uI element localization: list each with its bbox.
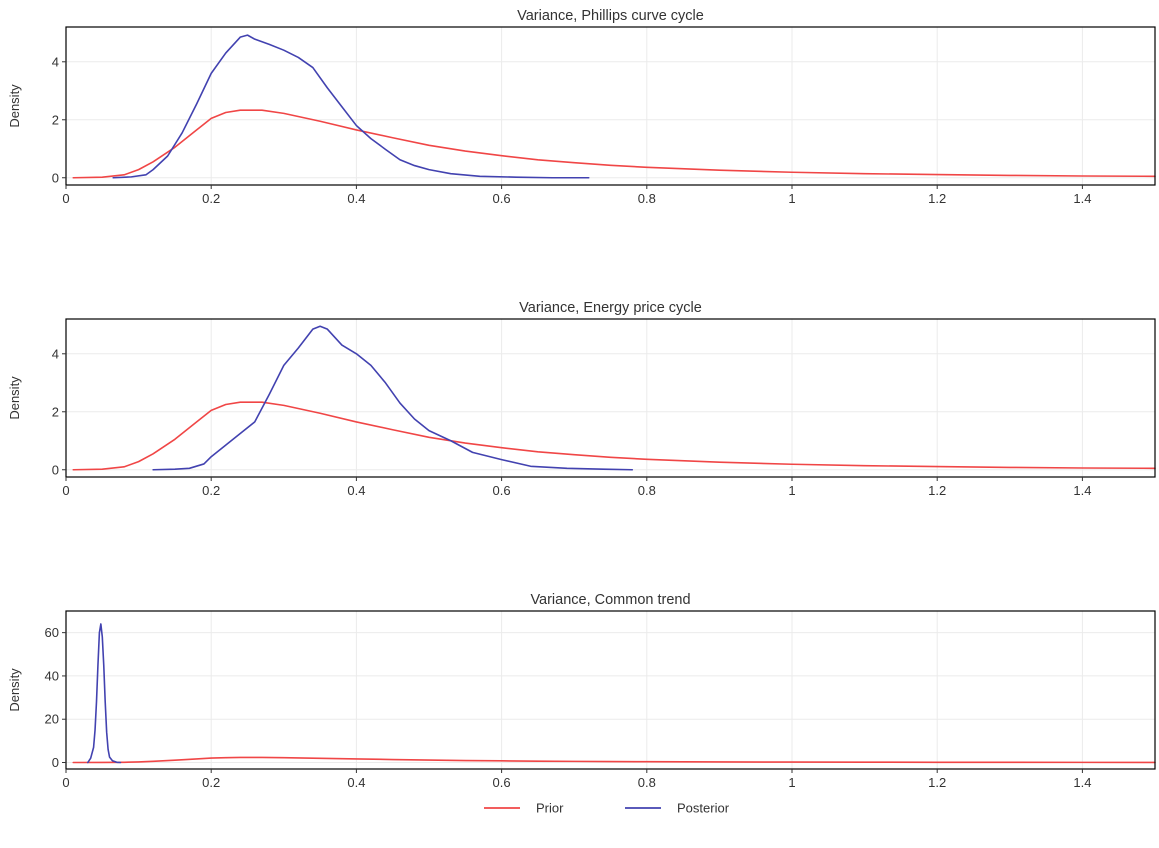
y-tick-label: 20 <box>45 712 59 727</box>
y-tick-label: 4 <box>52 54 59 69</box>
y-tick-label: 0 <box>52 462 59 477</box>
panel-3: 0 0.2 0.4 0.6 0.8 1 1.2 1.4 0 20 40 60 Variance, Com… <box>7 592 1156 790</box>
legend: Prior Posterior <box>484 801 730 816</box>
x-tick-label: 1.4 <box>1073 483 1091 498</box>
x-tick-label: 0.2 <box>202 483 220 498</box>
gridlines <box>65 27 1155 185</box>
x-tick-label: 0.8 <box>638 775 656 790</box>
y-tick-label: 2 <box>52 112 59 127</box>
series-line-prior <box>72 401 1156 471</box>
x-tick-label: 1.2 <box>928 191 946 206</box>
x-tick-label: 0.2 <box>202 775 220 790</box>
series-line-posterior <box>112 34 590 179</box>
x-tick-label: 1.2 <box>928 483 946 498</box>
legend-label-prior: Prior <box>536 801 564 816</box>
panel-border <box>65 318 1156 478</box>
series-lines <box>72 623 1156 764</box>
y-axis: 0 2 4 <box>52 54 66 185</box>
gridlines <box>65 319 1155 477</box>
y-axis-label: Density <box>7 84 22 128</box>
y-tick-label: 4 <box>52 346 59 361</box>
x-axis: 0 0.2 0.4 0.6 0.8 1 1.2 1.4 <box>62 185 1091 206</box>
series-line-prior <box>72 109 1156 179</box>
x-tick-label: 1 <box>788 483 795 498</box>
y-tick-label: 0 <box>52 755 59 770</box>
x-tick-label: 0 <box>62 775 69 790</box>
y-axis-label: Density <box>7 668 22 712</box>
panel-title: Variance, Energy price cycle <box>519 300 702 316</box>
panel-title: Variance, Phillips curve cycle <box>517 8 704 24</box>
x-tick-label: 0.4 <box>347 775 365 790</box>
y-tick-label: 40 <box>45 668 59 683</box>
series-lines <box>72 325 1156 471</box>
x-tick-label: 0.8 <box>638 483 656 498</box>
y-axis: 0 20 40 60 <box>45 625 66 770</box>
x-axis: 0 0.2 0.4 0.6 0.8 1 1.2 1.4 <box>62 769 1091 790</box>
x-tick-label: 0.8 <box>638 191 656 206</box>
x-tick-label: 1.4 <box>1073 775 1091 790</box>
x-tick-label: 0.6 <box>493 775 511 790</box>
panel-2: 0 0.2 0.4 0.6 0.8 1 1.2 1.4 0 2 4 Variance, Energy … <box>7 300 1156 498</box>
x-axis: 0 0.2 0.4 0.6 0.8 1 1.2 1.4 <box>62 477 1091 498</box>
panel-1: 0 0.2 0.4 0.6 0.8 1 1.2 1.4 0 2 4 Variance, Phillip… <box>7 8 1156 206</box>
x-tick-label: 0.6 <box>493 483 511 498</box>
series-lines <box>72 34 1156 179</box>
panel-title: Variance, Common trend <box>530 592 690 608</box>
y-axis-label: Density <box>7 376 22 420</box>
x-tick-label: 0.2 <box>202 191 220 206</box>
x-tick-label: 1.4 <box>1073 191 1091 206</box>
series-line-posterior <box>152 325 634 471</box>
series-line-posterior <box>86 623 122 764</box>
x-tick-label: 0.4 <box>347 483 365 498</box>
y-tick-label: 2 <box>52 404 59 419</box>
x-tick-label: 1 <box>788 191 795 206</box>
y-tick-label: 0 <box>52 170 59 185</box>
legend-label-posterior: Posterior <box>677 801 730 816</box>
x-tick-label: 0.4 <box>347 191 365 206</box>
panel-border <box>65 610 1156 770</box>
x-tick-label: 1.2 <box>928 775 946 790</box>
x-tick-label: 0.6 <box>493 191 511 206</box>
y-axis: 0 2 4 <box>52 346 66 477</box>
x-tick-label: 0 <box>62 483 69 498</box>
chart-panels: 0 0.2 0.4 0.6 0.8 1 1.2 1.4 0 2 4 Variance, Phillip… <box>7 8 1156 790</box>
x-tick-label: 0 <box>62 191 69 206</box>
series-line-prior <box>72 756 1156 764</box>
x-tick-label: 1 <box>788 775 795 790</box>
gridlines <box>65 611 1155 769</box>
panel-border <box>65 26 1156 186</box>
y-tick-label: 60 <box>45 625 59 640</box>
